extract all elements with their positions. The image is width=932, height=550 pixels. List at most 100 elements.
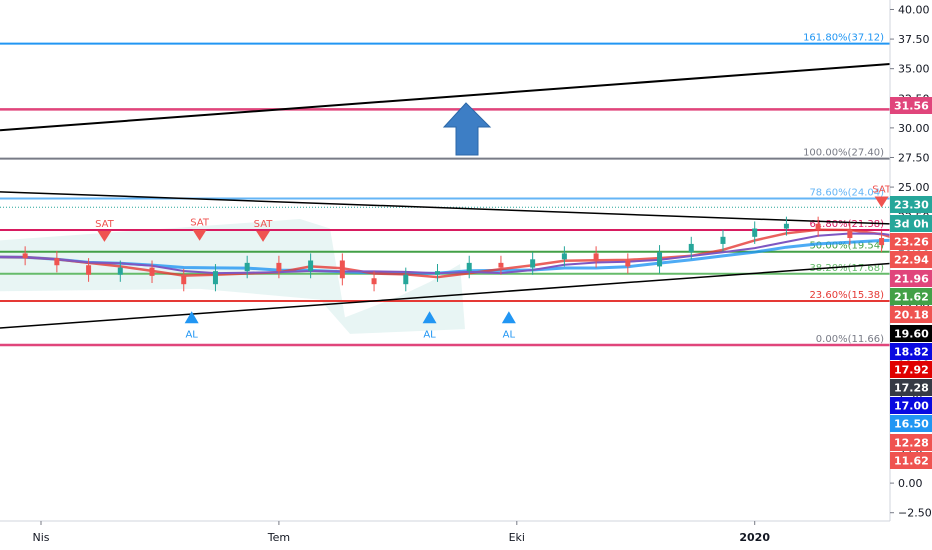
bollinger-band-fill	[0, 219, 465, 334]
price-tag	[890, 343, 932, 360]
candle-body	[403, 274, 409, 285]
price-tick-label: 0.00	[898, 477, 923, 490]
fib-level-label: 161.80%(37.12)	[803, 33, 884, 44]
price-tick-label: 35.00	[898, 63, 930, 76]
candle-body	[371, 278, 377, 285]
price-tick-label: 30.00	[898, 122, 930, 135]
price-tag-label: 3d 0h	[894, 218, 929, 231]
buy-signal-triangle	[422, 311, 437, 324]
price-tag	[890, 97, 932, 114]
candle-body	[530, 259, 536, 268]
price-tag-label: 12.28	[894, 437, 929, 450]
candle-body	[561, 253, 567, 260]
buy-signal-triangle	[501, 311, 516, 324]
fib-level-label: 78.60%(24.04)	[809, 187, 884, 198]
candle-body	[149, 267, 155, 276]
candle-body	[244, 262, 250, 272]
price-tag	[890, 215, 932, 232]
candle-body	[752, 228, 758, 237]
buy-signal-label: AL	[503, 329, 516, 340]
candle-body	[276, 262, 282, 272]
price-tag	[890, 251, 932, 268]
fib-level-label: 23.60%(15.38)	[809, 290, 884, 301]
candle-body	[879, 238, 885, 246]
price-tag-label: 17.00	[894, 400, 929, 413]
price-tag	[890, 325, 932, 342]
moving-average-slow	[0, 238, 932, 276]
candle-body	[212, 271, 218, 285]
time-axis[interactable]: NisTemEki2020NisTemEki2021NisTemEki	[0, 520, 932, 550]
sell-signal-label: SAT	[190, 218, 210, 229]
price-tag-label: 19.60	[894, 328, 929, 341]
price-tag	[890, 233, 932, 250]
moving-average-mid	[0, 232, 932, 275]
candle-body	[657, 252, 663, 267]
candle-body	[498, 262, 504, 268]
candle-body	[22, 253, 28, 259]
candle-body	[339, 260, 345, 279]
fib-level-label: 61.80%(21.38)	[809, 219, 884, 230]
candle-body	[181, 275, 187, 285]
price-tag	[890, 397, 932, 414]
candle-body	[688, 243, 694, 253]
buy-signal-triangle	[184, 311, 199, 324]
candle-body	[86, 265, 92, 275]
candle-body	[593, 253, 599, 261]
fib-level-label: 100.00%(27.40)	[803, 148, 884, 159]
price-tick-label: 27.50	[898, 151, 930, 164]
price-tag	[890, 288, 932, 305]
buy-signal-label: AL	[185, 329, 198, 340]
fib-level-label: 50.00%(19.54)	[809, 241, 884, 252]
candle-body	[54, 258, 60, 266]
price-tag-label: 17.28	[894, 382, 929, 395]
price-tick-label: 25.00	[898, 181, 930, 194]
candle-body	[308, 260, 314, 272]
price-tag-label: 21.96	[894, 273, 929, 286]
candle-body	[466, 262, 472, 272]
plot-area[interactable]: 161.80%(37.12) 100.00%(27.40) 78.60%(24.04…	[0, 0, 932, 521]
candle-body	[847, 229, 853, 239]
sell-signal-label: SAT	[254, 219, 274, 230]
price-tag-label: 22.94	[894, 254, 929, 267]
candle-body	[720, 236, 726, 244]
sell-signal-triangle	[97, 230, 112, 242]
candle-body	[625, 260, 631, 267]
plot-background	[0, 0, 890, 521]
sell-signal-triangle	[874, 196, 889, 208]
price-tag	[890, 196, 932, 213]
descending-trendline	[0, 191, 932, 227]
buy-signal-label: AL	[423, 329, 436, 340]
price-tag-label: 20.18	[894, 309, 929, 322]
price-tag	[890, 434, 932, 451]
ascending-trendline	[0, 259, 932, 329]
price-tag	[890, 452, 932, 469]
time-axis-background	[0, 521, 932, 550]
candle-body	[435, 271, 440, 275]
fib-level-label: 38.20%(17.68)	[809, 263, 884, 274]
price-tick-label: −2.50	[898, 507, 932, 520]
price-tag-label: 11.62	[894, 455, 929, 468]
price-tag-label: 31.56	[894, 100, 929, 113]
time-tick-label: Eki	[509, 531, 525, 544]
sell-signal-label: SAT	[95, 219, 115, 230]
sell-signal-label: SAT	[872, 185, 892, 196]
time-tick-label: Tem	[267, 531, 290, 544]
time-tick-label: 2020	[739, 531, 770, 544]
time-tick-label: Nis	[32, 531, 49, 544]
price-tag	[890, 270, 932, 287]
candle-body	[783, 223, 789, 229]
sell-signal-triangle	[192, 229, 207, 241]
price-tick-label: 40.00	[898, 3, 930, 16]
long-resistance-trendline	[0, 62, 891, 132]
price-axis[interactable]: 40.0037.5035.0032.5030.0027.5025.0022.50…	[889, 0, 932, 550]
price-tag	[890, 361, 932, 378]
fib-level-label: 0.00%(11.66)	[816, 334, 884, 345]
sell-signal-triangle	[256, 230, 271, 242]
price-tag-label: 18.82	[894, 346, 929, 359]
candle-body	[815, 223, 821, 230]
price-tag-label: 17.92	[894, 364, 929, 377]
price-tag	[890, 306, 932, 323]
price-tag-label: 21.62	[894, 291, 929, 304]
up-arrow-icon	[442, 102, 492, 156]
